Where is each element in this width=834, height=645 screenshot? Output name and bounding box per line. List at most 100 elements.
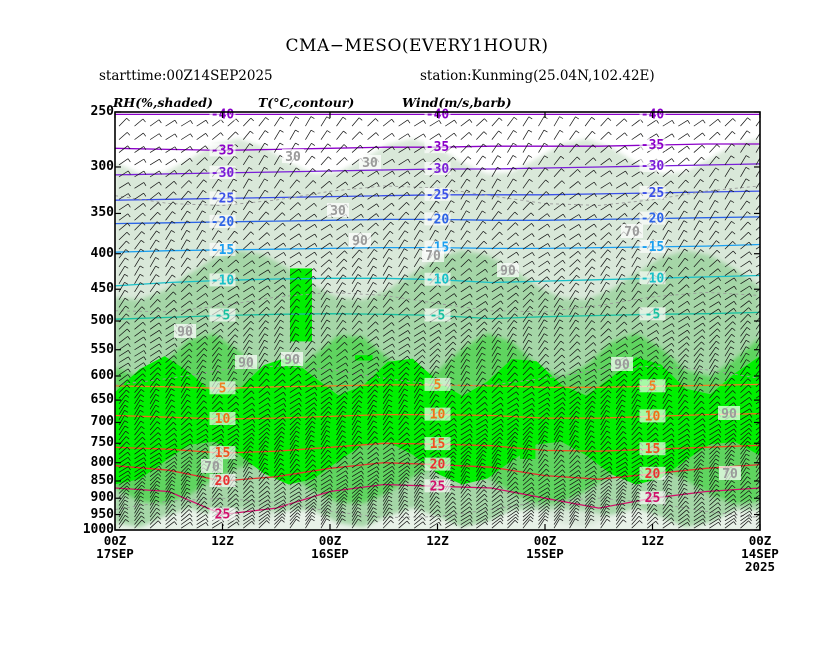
wind-barb-shaft — [460, 178, 468, 189]
wind-barb-shaft — [367, 313, 376, 323]
wind-barb-flag — [264, 178, 269, 182]
wind-barb-shaft — [351, 170, 362, 178]
wind-barb-flag — [422, 355, 426, 359]
wind-barb-flag — [683, 210, 688, 214]
wind-barb-shaft — [538, 191, 547, 200]
wind-barb-flag — [342, 320, 347, 323]
wind-barb-flag — [575, 290, 579, 293]
wind-barb-shaft — [538, 260, 548, 268]
wind-barb-flag — [544, 305, 549, 309]
wind-barb-flag — [749, 293, 753, 297]
wind-barb-shaft — [740, 117, 748, 127]
wind-barb-shaft — [678, 133, 688, 140]
wind-barb-flag — [221, 293, 224, 298]
wind-barb-shaft — [320, 297, 327, 308]
wind-barb-shaft — [258, 211, 267, 221]
wind-barb-flag — [188, 283, 193, 288]
wind-barb-flag — [389, 290, 393, 294]
wind-barb-flag — [312, 354, 317, 358]
wind-barb-flag — [360, 374, 364, 379]
wind-barb-shaft — [693, 335, 703, 344]
wind-barb-flag — [561, 168, 565, 172]
wind-barb-shaft — [274, 313, 282, 323]
wind-barb-flag — [730, 346, 735, 350]
wind-barb-flag — [329, 192, 333, 197]
wind-barb-shaft — [538, 360, 547, 370]
wind-barb-shaft — [600, 193, 611, 200]
wind-barb-shaft — [367, 182, 378, 189]
wind-barb-flag — [391, 192, 395, 197]
wind-barb-shaft — [289, 129, 296, 140]
wind-barb-shaft — [227, 301, 238, 308]
wind-barb-flag — [482, 340, 487, 344]
wind-barb-flag — [702, 119, 706, 124]
wind-barb-shaft — [740, 189, 747, 200]
wind-barb-flag — [280, 313, 285, 317]
wind-barb-flag — [156, 221, 161, 225]
wind-barb-shaft — [134, 170, 145, 178]
wind-barb-shaft — [553, 347, 562, 357]
wind-barb-flag — [264, 359, 269, 363]
wind-barb-flag — [715, 220, 719, 224]
wind-barb-flag — [326, 305, 331, 308]
wind-barb-shaft — [507, 340, 514, 350]
wind-barb-flag — [128, 182, 131, 187]
wind-barb-flag — [420, 266, 424, 269]
wind-barb-shaft — [553, 192, 563, 200]
wind-barb-flag — [544, 167, 549, 171]
wind-barb-flag — [593, 356, 597, 360]
wind-barb-flag — [376, 336, 380, 341]
wind-barb-flag — [700, 347, 705, 351]
wind-barb-shaft — [180, 354, 190, 363]
wind-barb-shaft — [118, 274, 125, 284]
wind-barb-shaft — [538, 233, 548, 241]
wind-barb-flag — [375, 321, 379, 325]
wind-barb-shaft — [118, 118, 127, 127]
wind-barb-shaft — [569, 312, 576, 323]
wind-barb-flag — [516, 242, 519, 247]
wind-barb-shaft — [569, 355, 579, 363]
wind-barb-shaft — [118, 321, 127, 330]
wind-barb-flag — [361, 182, 364, 186]
wind-barb-shaft — [553, 251, 564, 259]
wind-barb-shaft — [724, 260, 734, 268]
wind-barb-flag — [593, 349, 597, 354]
wind-barb-shaft — [693, 341, 702, 350]
wind-barb-flag — [236, 301, 240, 306]
wind-barb-shaft — [724, 221, 732, 231]
wind-barb-shaft — [118, 158, 129, 166]
wind-barb-shaft — [584, 214, 595, 221]
wind-barb-flag — [342, 312, 346, 316]
wind-barb-shaft — [305, 191, 314, 200]
wind-barb-flag — [314, 224, 318, 228]
wind-barb-shaft — [740, 178, 747, 189]
wind-barb-shaft — [460, 341, 469, 350]
wind-barb-flag — [530, 201, 534, 205]
wind-barb-flag — [575, 116, 580, 120]
wind-barb-flag — [406, 367, 410, 371]
wind-barb-shaft — [678, 348, 687, 357]
wind-barb-shaft — [398, 315, 408, 323]
wind-barb-flag — [173, 355, 177, 359]
wind-barb-flag — [609, 193, 613, 198]
wind-barb-flag — [468, 144, 472, 148]
wind-barb-flag — [376, 182, 380, 187]
wind-barb-flag — [407, 349, 411, 354]
wind-barb-shaft — [242, 346, 250, 357]
wind-barb-flag — [574, 312, 579, 316]
wind-barb-flag — [407, 355, 411, 360]
wind-barb-shaft — [134, 298, 142, 308]
wind-barb-flag — [126, 117, 130, 122]
wind-barb-flag — [373, 298, 378, 301]
wind-barb-flag — [157, 299, 161, 303]
wind-barb-flag — [532, 252, 535, 257]
wind-barb-shaft — [398, 248, 405, 259]
wind-barb-flag — [594, 369, 597, 373]
wind-barb-shaft — [600, 232, 610, 241]
wind-barb-flag — [637, 282, 642, 286]
wind-barb-flag — [158, 119, 162, 124]
wind-barb-flag — [252, 293, 255, 298]
wind-barb-flag — [715, 178, 719, 182]
wind-barb-flag — [732, 321, 736, 325]
wind-barb-flag — [467, 249, 472, 253]
